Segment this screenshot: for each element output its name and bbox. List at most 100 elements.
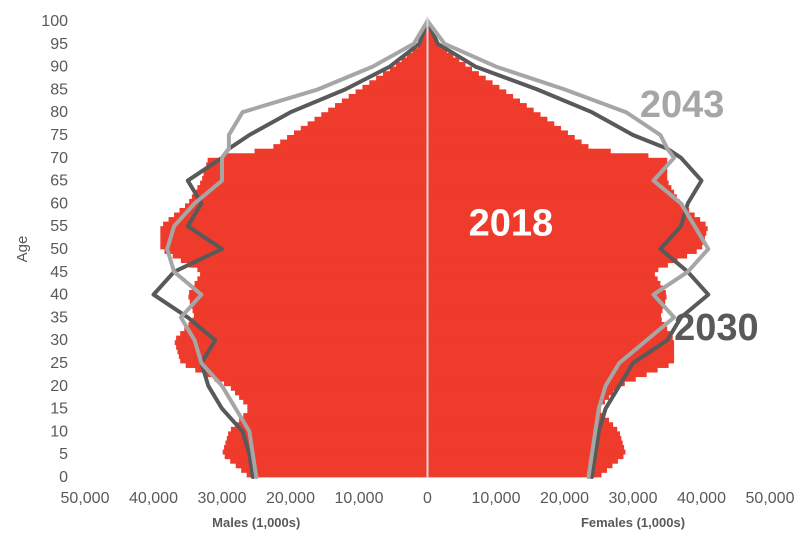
bar-female-age-87 [427,75,486,81]
bar-female-age-4 [427,454,624,460]
y-tick-label: 10 [50,423,68,440]
bar-male-age-77 [307,121,428,127]
bar-female-age-48 [427,253,688,259]
y-tick-label: 75 [50,127,68,144]
bar-female-age-58 [427,207,690,213]
y-tick-label: 5 [59,446,68,463]
bar-male-age-15 [247,404,428,409]
bar-female-age-38 [427,299,666,305]
bar-male-age-88 [382,71,428,77]
x-tick-label: 10,000 [472,490,521,507]
bar-female-age-16 [427,399,605,405]
bar-female-age-79 [427,112,541,118]
x-tick-labels: 50,000 40,000 30,000 20,000 10,000 0 10,000 20,… [61,490,795,507]
bar-female-age-34 [427,317,662,323]
x-tick-label: 30,000 [198,490,247,507]
bar-female-age-40 [427,290,666,295]
y-tick-labels: 0 5 10 15 20 25 30 35 40 45 50 55 60 65 70 75 80 85 90 95 10… [41,13,68,486]
bar-female-age-39 [427,294,667,300]
bar-male-age-35 [193,312,428,318]
bar-male-age-80 [328,107,428,113]
bar-male-age-75 [293,130,428,136]
bar-male-age-25 [180,358,428,364]
bar-female-age-37 [427,303,664,309]
bar-female-age-33 [427,321,665,327]
bar-female-age-1 [427,467,607,473]
y-tick-label: 55 [50,218,68,235]
bar-female-age-8 [427,435,622,441]
bars-layer [160,21,708,478]
bar-male-age-12 [239,417,428,423]
series-line-2030-male [151,19,430,479]
bar-male-age-23 [195,367,428,373]
bar-male-age-82 [341,98,428,104]
series-line-2043-male [165,19,430,479]
series-line-2043-female [425,19,711,479]
bar-female-age-46 [427,262,668,268]
bar-male-age-91 [401,57,428,63]
bar-male-age-53 [160,230,428,236]
bar-male-age-92 [406,52,428,58]
bar-male-age-16 [243,399,428,405]
bar-male-age-96 [422,34,428,40]
bar-male-age-95 [421,39,428,45]
bar-male-age-86 [369,80,428,86]
bar-female-age-83 [427,93,514,99]
bar-male-age-26 [178,353,428,359]
bar-male-age-38 [189,299,428,305]
bar-female-age-88 [427,71,479,77]
bar-female-age-2 [427,463,613,469]
bar-female-age-90 [427,62,466,67]
y-tick-label: 95 [50,36,68,53]
y-tick-label: 30 [50,332,68,349]
bar-male-age-28 [176,344,428,350]
bar-female-age-82 [427,98,520,104]
bar-male-age-9 [228,431,428,437]
bar-male-age-34 [192,317,428,323]
bar-female-age-94 [427,43,441,49]
bar-male-age-45 [197,267,428,273]
bar-male-age-89 [389,66,428,72]
bar-male-age-59 [185,203,428,209]
bar-female-age-18 [427,390,614,396]
bar-male-age-51 [160,239,428,245]
bar-female-age-12 [427,417,610,423]
bar-male-age-69 [207,157,428,163]
bar-female-age-70 [427,153,649,159]
bar-female-age-35 [427,312,662,318]
bar-female-age-44 [427,271,655,277]
bar-male-age-7 [225,440,428,446]
bar-male-age-47 [180,258,428,264]
bar-male-age-42 [194,280,428,286]
x-tick-label: 50,000 [61,490,110,507]
bar-male-age-54 [160,226,428,232]
bar-male-age-94 [417,43,428,49]
bar-male-age-41 [191,285,428,291]
bar-male-age-32 [184,326,428,332]
bar-male-age-40 [189,290,428,295]
bar-female-age-17 [427,394,610,400]
bar-male-age-29 [174,340,428,346]
y-tick-label: 15 [50,401,68,418]
bar-female-age-42 [427,280,661,286]
bar-female-age-20 [427,381,625,387]
bar-female-age-59 [427,203,684,209]
bar-male-age-81 [335,103,428,109]
bar-female-age-5 [427,449,626,455]
bar-female-age-72 [427,144,589,150]
bar-male-age-55 [163,221,428,227]
bar-male-age-85 [362,84,428,90]
x-tick-label: 10,000 [335,490,384,507]
bar-female-age-65 [427,176,668,181]
bar-male-age-70 [223,153,428,159]
bar-female-age-21 [427,376,636,382]
annotation-2043: 2043 [640,84,725,126]
bar-male-age-65 [202,176,428,181]
bar-female-age-26 [427,353,675,359]
bar-male-age-84 [355,89,428,95]
x-tick-label: 30,000 [609,490,658,507]
bar-female-age-81 [427,103,527,109]
bar-male-age-64 [200,180,428,186]
